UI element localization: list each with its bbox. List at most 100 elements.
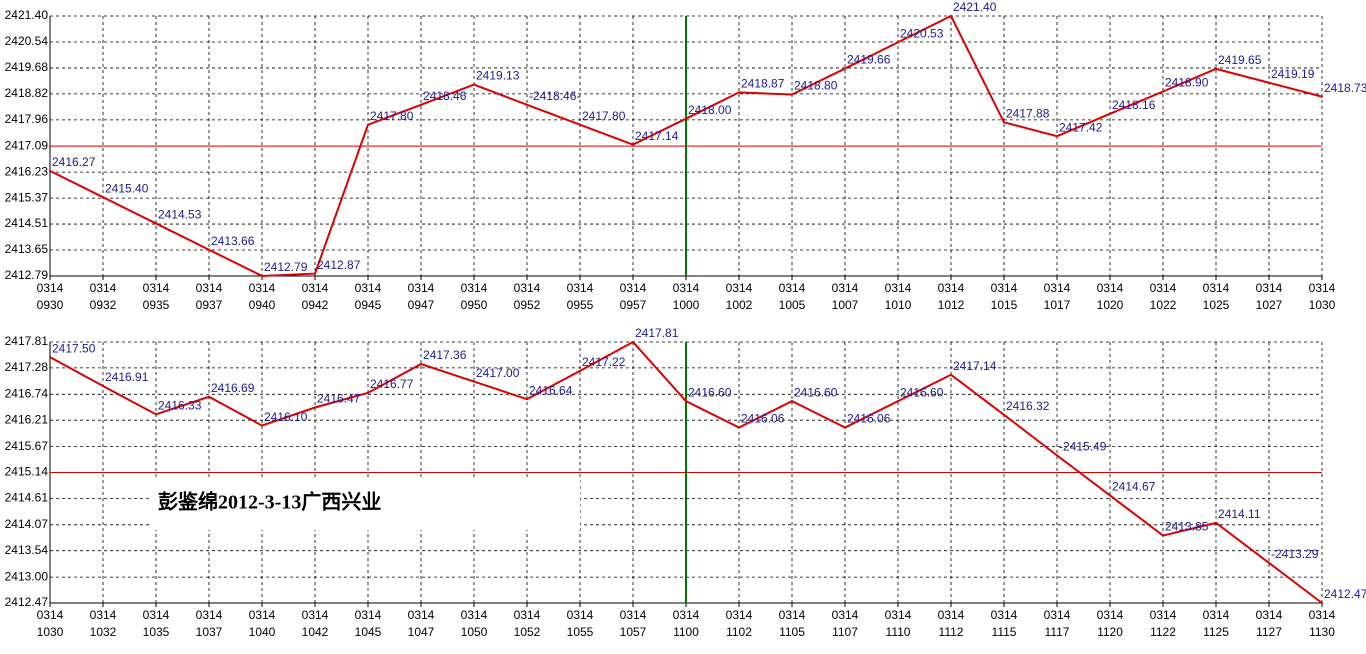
x-tick-label: 0314: [408, 281, 435, 295]
data-label: 2418.87: [741, 77, 785, 91]
data-label: 2416.60: [688, 385, 732, 399]
data-label: -2418.46-: [529, 89, 580, 103]
x-tick-label: 1127: [1256, 625, 1282, 639]
x-tick-label: 1117: [1045, 625, 1070, 639]
x-tick-label: 0314: [620, 608, 647, 622]
data-label: 2416.06: [741, 412, 785, 426]
x-tick-label: 1125: [1203, 625, 1229, 639]
x-tick-label: 0314: [832, 281, 859, 295]
x-tick-label: 1045: [355, 625, 382, 639]
x-tick-label: 0314: [1203, 608, 1230, 622]
data-label: 2416.91: [105, 370, 149, 384]
x-tick-label: 1032: [90, 625, 117, 639]
x-tick-label: 0314: [196, 281, 223, 295]
x-tick-label: 0314: [1256, 608, 1283, 622]
x-tick-label: 0942: [302, 298, 329, 312]
y-tick-label: 2417.28: [5, 360, 49, 374]
x-tick-label: 0955: [567, 298, 594, 312]
data-label: 2419.65: [1218, 53, 1262, 67]
data-point: [950, 15, 952, 17]
x-tick-label: 0314: [143, 608, 170, 622]
x-tick-label: 0930: [37, 298, 64, 312]
x-tick-label: 0314: [1044, 608, 1071, 622]
data-label: 2416.69: [211, 381, 255, 395]
x-tick-label: 0314: [355, 281, 382, 295]
x-tick-label: 0952: [514, 298, 541, 312]
x-tick-label: 0314: [726, 608, 753, 622]
data-point: [208, 248, 210, 251]
y-tick-label: 2414.61: [5, 491, 49, 505]
x-tick-label: 0314: [355, 608, 382, 622]
x-tick-label: 0314: [514, 608, 541, 622]
data-label: 2421.40: [953, 0, 997, 14]
data-point: [261, 424, 263, 427]
x-tick-label: 0947: [408, 298, 435, 312]
data-point: [473, 380, 475, 383]
x-tick-label: 1057: [620, 625, 647, 639]
data-point: [897, 400, 899, 403]
y-tick-label: 2416.23: [5, 164, 49, 178]
x-tick-label: 1110: [886, 625, 911, 639]
y-tick-label: 2416.74: [5, 386, 49, 400]
data-point: [738, 91, 740, 94]
x-tick-label: 0314: [673, 608, 700, 622]
x-tick-label: 1055: [567, 625, 594, 639]
x-tick-label: 0314: [461, 608, 488, 622]
data-point: [685, 400, 687, 403]
x-tick-label: 1120: [1097, 625, 1123, 639]
x-tick-label: 1035: [143, 625, 170, 639]
x-tick-label: 0314: [302, 281, 329, 295]
x-tick-label: 0935: [143, 298, 170, 312]
x-tick-label: 1040: [249, 625, 276, 639]
x-tick-label: 0314: [779, 608, 806, 622]
x-tick-label: 0314: [37, 608, 64, 622]
data-point: [1056, 135, 1058, 138]
x-tick-label: 0314: [1256, 281, 1283, 295]
x-tick-label: 0937: [196, 298, 223, 312]
data-point: [473, 83, 475, 86]
x-tick-label: 1037: [196, 625, 223, 639]
x-tick-label: 0314: [408, 608, 435, 622]
x-tick-label: 0314: [37, 281, 64, 295]
data-point: [844, 426, 846, 429]
x-tick-label: 0314: [143, 281, 170, 295]
data-label: 2416.77: [370, 377, 414, 391]
data-point: [1056, 454, 1058, 457]
data-label: 2416.32: [1006, 399, 1050, 413]
x-tick-label: 0314: [1150, 608, 1177, 622]
data-point: [632, 341, 634, 343]
data-point: [314, 272, 316, 275]
data-label: 2418.80: [794, 79, 838, 93]
x-tick-label: 0314: [1309, 281, 1336, 295]
x-tick-label: 0940: [249, 298, 276, 312]
data-label: -2413.29: [1271, 547, 1319, 561]
x-tick-label: 1025: [1203, 298, 1230, 312]
x-tick-label: 0314: [461, 281, 488, 295]
data-point: [685, 117, 687, 120]
x-tick-label: 1007: [832, 298, 859, 312]
x-tick-label: 0314: [567, 608, 594, 622]
data-label: 2417.14: [635, 129, 679, 143]
data-point: [632, 143, 634, 146]
data-point: [1162, 534, 1164, 537]
x-tick-label: 0932: [90, 298, 117, 312]
data-label: 2417.22: [582, 355, 626, 369]
data-label: 2418.46: [423, 89, 467, 103]
data-point: [738, 426, 740, 429]
x-tick-label: 0314: [991, 608, 1018, 622]
y-tick-label: 2414.07: [5, 517, 49, 531]
data-point: [102, 384, 104, 387]
x-tick-label: 1122: [1150, 625, 1176, 639]
data-label: 2416.06: [847, 412, 891, 426]
y-tick-label: 2415.67: [5, 439, 49, 453]
x-tick-label: 1000: [673, 298, 700, 312]
x-tick-label: 1130: [1309, 625, 1335, 639]
data-point: [261, 275, 263, 277]
data-point: [367, 391, 369, 394]
data-point: [1321, 95, 1323, 98]
x-tick-label: 1047: [408, 625, 435, 639]
y-tick-label: 2414.51: [5, 216, 49, 230]
x-tick-label: 0314: [938, 608, 965, 622]
data-label: 2419.19: [1271, 67, 1315, 81]
data-point: [208, 395, 210, 398]
